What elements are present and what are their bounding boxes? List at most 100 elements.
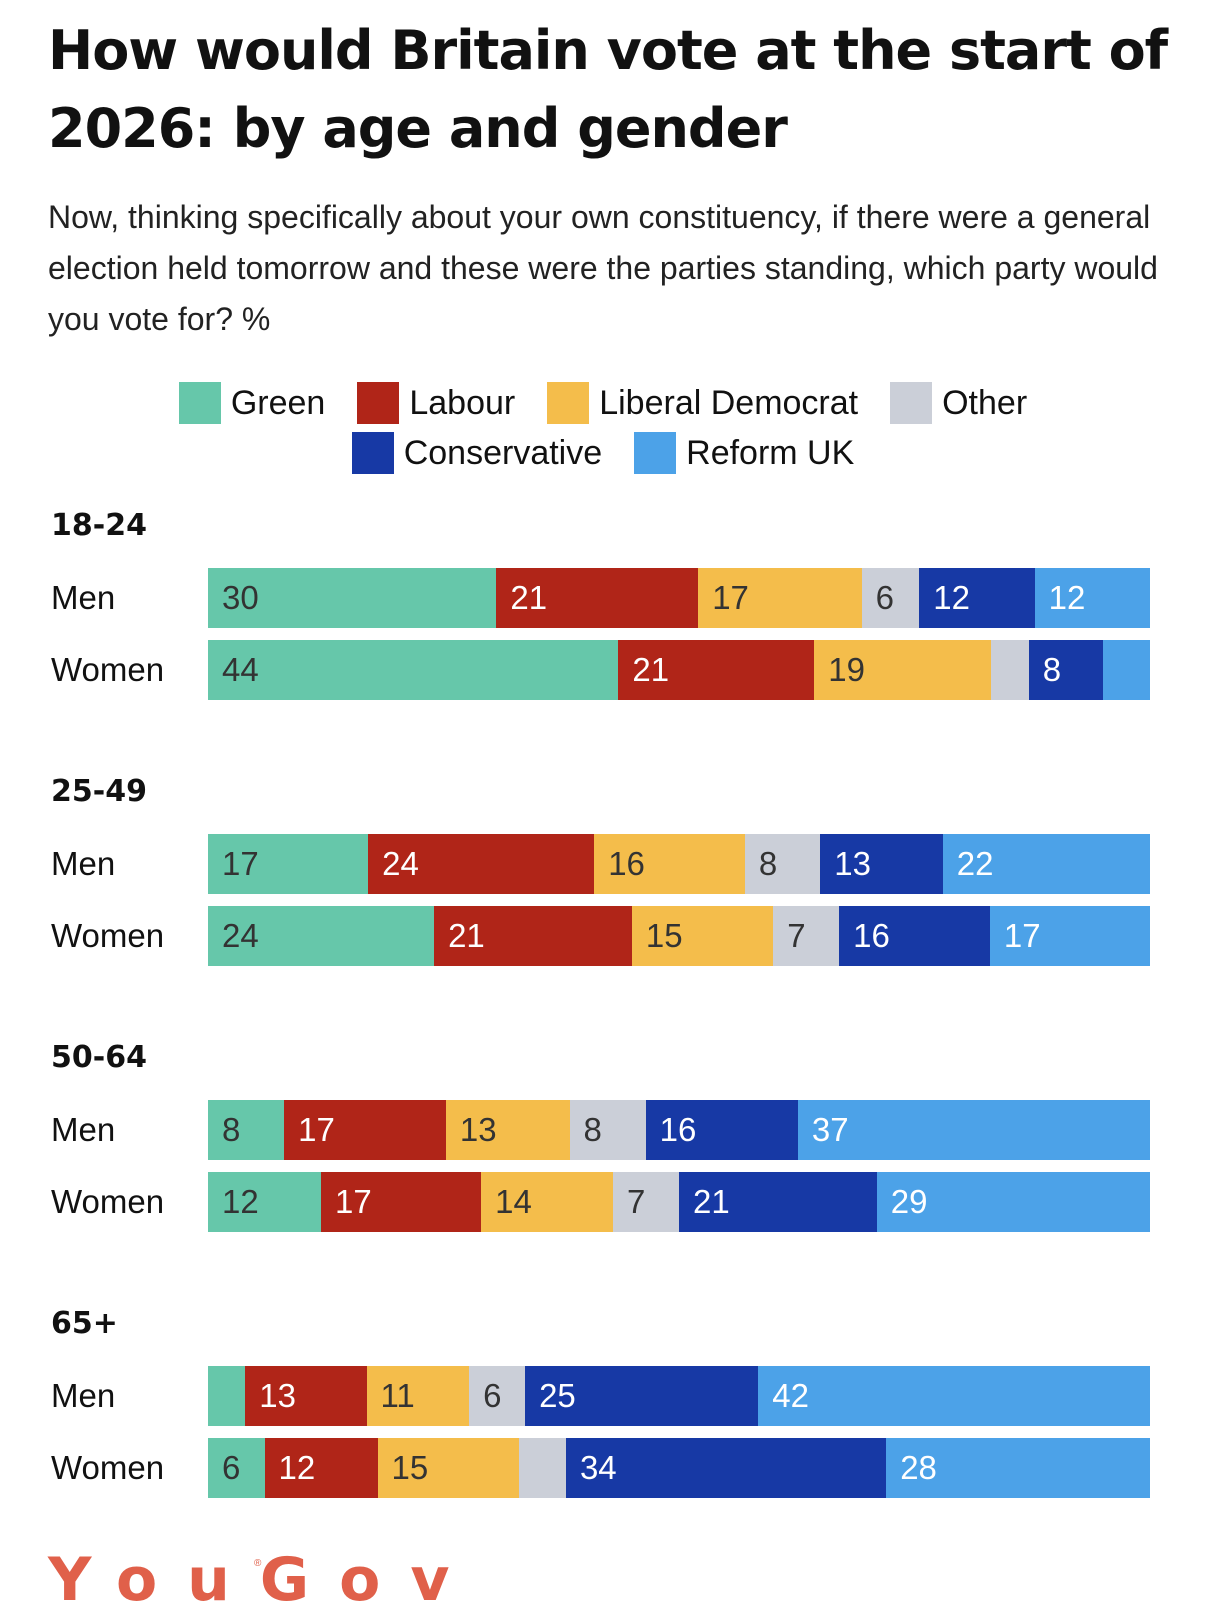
age-group-label: 18-24 — [51, 508, 147, 543]
bar-segment-green: 17 — [208, 834, 369, 894]
bar-segment-other — [991, 640, 1029, 700]
bar-segment-reform-uk: 17 — [989, 906, 1150, 966]
bar-segment-green: 6 — [208, 1438, 265, 1498]
data-label: 7 — [787, 917, 806, 954]
bar-segment-green: 8 — [208, 1100, 285, 1160]
bar-segment-green: 44 — [208, 640, 619, 700]
bar-segment-liberal-democrat: 14 — [481, 1172, 614, 1232]
data-label: 13 — [459, 1111, 497, 1148]
data-label: 14 — [495, 1183, 532, 1220]
legend-swatch-labour — [357, 382, 400, 424]
bar-segment-other: 8 — [569, 1100, 646, 1160]
data-label: 28 — [900, 1449, 937, 1486]
bar-segment-labour: 17 — [321, 1172, 482, 1232]
bar-segment-conservative: 13 — [820, 834, 943, 894]
age-group-label: 50-64 — [51, 1040, 147, 1075]
legend-item-reform-uk: Reform UK — [634, 432, 854, 474]
data-label: 16 — [608, 845, 645, 882]
bar-segment-labour: 12 — [264, 1438, 378, 1498]
bar-segment-reform-uk: 42 — [758, 1366, 1150, 1426]
data-label: 17 — [1003, 917, 1041, 954]
data-label: 15 — [645, 917, 683, 954]
data-label: 12 — [278, 1449, 316, 1486]
data-label: 21 — [510, 579, 548, 616]
data-label: 11 — [380, 1377, 415, 1414]
legend-label-other: Other — [942, 383, 1028, 422]
gender-row-label: Men — [51, 1377, 116, 1414]
age-group-label: 25-49 — [51, 774, 147, 809]
legend-label-liberal-democrat: Liberal Democrat — [599, 383, 859, 422]
stacked-bar: 8 17 13 8 16 37 — [208, 1100, 1150, 1160]
gender-row-label: Men — [51, 1111, 116, 1148]
legend-row-2: Conservative Reform UK — [0, 428, 1206, 478]
legend-swatch-conservative — [351, 432, 394, 474]
bar-segment-other: 6 — [469, 1366, 526, 1426]
bar-segment-reform-uk: 29 — [876, 1172, 1150, 1232]
data-label: 17 — [222, 845, 259, 882]
data-label: 8 — [222, 1111, 241, 1148]
stacked-bar: 24 21 15 7 16 17 — [208, 906, 1150, 966]
bar-segment-liberal-democrat: 19 — [814, 640, 992, 700]
stacked-bar: 30 21 17 6 12 12 — [208, 568, 1150, 628]
bar-segment-liberal-democrat: 17 — [698, 568, 862, 628]
legend-swatch-reform-uk — [634, 432, 677, 474]
bar-segment-conservative: 25 — [525, 1366, 759, 1426]
bar-segment-labour: 21 — [618, 640, 815, 700]
legend-label-green: Green — [230, 383, 326, 422]
bar-segment-labour: 21 — [434, 906, 632, 966]
bar-segment-liberal-democrat: 15 — [377, 1438, 519, 1498]
data-label: 8 — [1042, 651, 1062, 688]
data-label: 24 — [222, 917, 259, 954]
gender-row-label: Women — [51, 651, 165, 688]
data-label: 8 — [583, 1111, 602, 1148]
legend-label-reform-uk: Reform UK — [686, 433, 855, 472]
stacked-bar: 12 17 14 7 21 29 — [208, 1172, 1150, 1232]
chart-title: How would Britain vote at the start of 2… — [48, 19, 1168, 160]
stacked-bar: 6 12 15 34 28 — [208, 1438, 1150, 1498]
bar-segment-reform-uk: 12 — [1034, 568, 1150, 628]
legend-label-labour: Labour — [409, 383, 516, 422]
data-label: 21 — [692, 1183, 730, 1220]
data-label: 19 — [828, 651, 865, 688]
data-label: 12 — [1048, 579, 1086, 616]
bar-segment-reform-uk: 22 — [942, 834, 1150, 894]
stacked-bar: 13 11 6 25 42 — [208, 1366, 1150, 1426]
legend-item-conservative: Conservative — [351, 432, 603, 474]
data-label: 12 — [933, 579, 970, 616]
data-label: 22 — [956, 845, 994, 882]
legend-swatch-other — [890, 382, 933, 424]
bar-segment-labour: 13 — [245, 1366, 367, 1426]
data-label: 30 — [222, 579, 259, 616]
data-label: 8 — [758, 845, 778, 882]
legend-item-liberal-democrat: Liberal Democrat — [547, 382, 858, 424]
gender-row-label: Women — [51, 917, 165, 954]
data-label: 15 — [391, 1449, 429, 1486]
bar-segment-other: 8 — [744, 834, 821, 894]
data-label: 21 — [632, 651, 670, 688]
legend-label-conservative: Conservative — [403, 433, 603, 472]
bar-segment-green: 30 — [208, 568, 497, 628]
bar-segment-other — [518, 1438, 566, 1498]
gender-row-label: Women — [51, 1449, 165, 1486]
data-label: 17 — [712, 579, 749, 616]
stacked-bar: 44 21 19 8 — [208, 640, 1150, 700]
data-label: 7 — [627, 1183, 646, 1220]
bar-segment-other: 7 — [773, 906, 840, 966]
bar-segment-labour: 24 — [368, 834, 595, 894]
bar-segment-labour: 17 — [284, 1100, 446, 1160]
stacked-bar: 17 24 16 8 13 22 — [208, 834, 1150, 894]
data-label: 17 — [298, 1111, 335, 1148]
legend-item-green: Green — [178, 382, 326, 424]
bar-segment-conservative: 21 — [678, 1172, 877, 1232]
bar-segment-liberal-democrat: 16 — [594, 834, 745, 894]
bar-segment-conservative: 12 — [919, 568, 1035, 628]
data-label: 6 — [222, 1449, 241, 1486]
data-label: 24 — [382, 845, 419, 882]
data-label: 6 — [483, 1377, 502, 1414]
bar-segment-conservative: 16 — [839, 906, 990, 966]
bar-segment-conservative: 8 — [1028, 640, 1104, 700]
data-label: 16 — [853, 917, 890, 954]
bar-segment-liberal-democrat: 15 — [631, 906, 774, 966]
legend-item-other: Other — [890, 382, 1027, 424]
legend-row-1: Green Labour Liberal Democrat Other — [0, 378, 1206, 428]
